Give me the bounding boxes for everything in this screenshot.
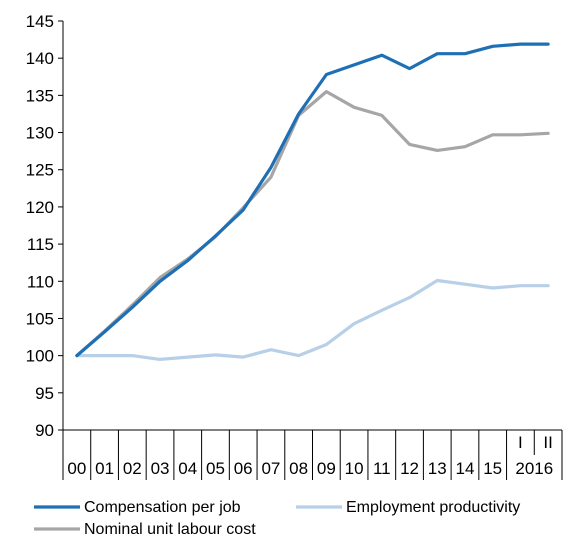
x-tick-label: 02 (123, 459, 142, 478)
y-tick-label: 90 (35, 421, 54, 440)
y-axis: 90 95 100 105 110 115 120 125 130 135 140 145 (26, 12, 64, 440)
x-tick-label: I (518, 433, 523, 452)
x-tick-label: 09 (317, 459, 336, 478)
y-tick-label: 130 (26, 124, 54, 143)
x-tick-label: 15 (483, 459, 502, 478)
x-tick-label: 08 (289, 459, 308, 478)
x-tick-label: 05 (206, 459, 225, 478)
x-tick-label: 14 (456, 459, 475, 478)
legend-label-compensation-per-job: Compensation per job (84, 499, 241, 516)
legend: Compensation per job Employment productiv… (34, 499, 520, 538)
y-tick-label: 135 (26, 86, 54, 105)
y-tick-label: 120 (26, 198, 54, 217)
x-tick-label: 13 (428, 459, 447, 478)
series-layer (75, 42, 550, 361)
x-tick-label: 04 (178, 459, 197, 478)
series-line-nominal-unit-labour-cost (75, 89, 550, 358)
y-tick-label: 145 (26, 12, 54, 31)
y-tick-label: 140 (26, 49, 54, 68)
x-tick-label: 10 (345, 459, 364, 478)
y-tick-label: 115 (27, 235, 54, 254)
x-tick-label: 12 (400, 459, 419, 478)
legend-label-nominal-unit-labour-cost: Nominal unit labour cost (84, 521, 256, 538)
x-tick-label: 00 (67, 459, 86, 478)
y-tick-label: 95 (35, 384, 54, 403)
x-tick-label: 07 (261, 459, 280, 478)
series-line-compensation-per-job (75, 42, 550, 358)
y-tick-label: 100 (26, 347, 54, 366)
x-tick-label: II (543, 433, 552, 452)
x-tick-label: 06 (234, 459, 253, 478)
x-tick-label: 03 (151, 459, 170, 478)
x-group-label: 2016 (515, 459, 553, 478)
legend-label-employment-productivity: Employment productivity (346, 499, 520, 516)
y-tick-label: 125 (26, 161, 54, 180)
series-line-employment-productivity (75, 278, 550, 361)
y-tick-label: 105 (26, 309, 54, 328)
y-tick-label: 110 (27, 272, 54, 291)
x-tick-label: 11 (373, 459, 391, 478)
x-tick-label: 01 (95, 459, 114, 478)
